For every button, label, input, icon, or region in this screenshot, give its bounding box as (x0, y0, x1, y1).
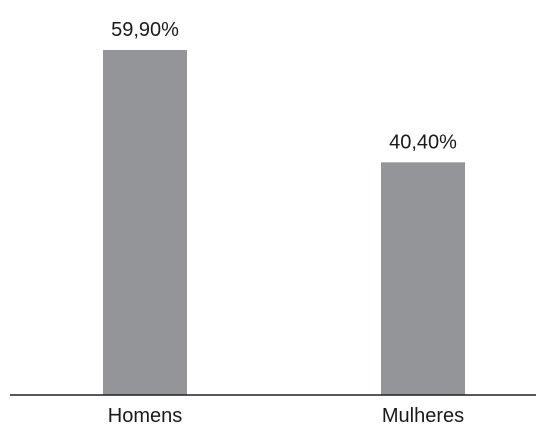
x-tick-label-homens: Homens (108, 405, 182, 425)
bars-group (103, 50, 465, 395)
bar-homens (103, 50, 187, 395)
data-label-homens: 59,90% (111, 19, 179, 41)
labels-group: 59,90% Homens 40,40% Mulheres (108, 19, 464, 425)
x-tick-label-mulheres: Mulheres (382, 405, 464, 425)
bar-mulheres (381, 162, 465, 395)
data-label-mulheres: 40,40% (389, 131, 457, 153)
